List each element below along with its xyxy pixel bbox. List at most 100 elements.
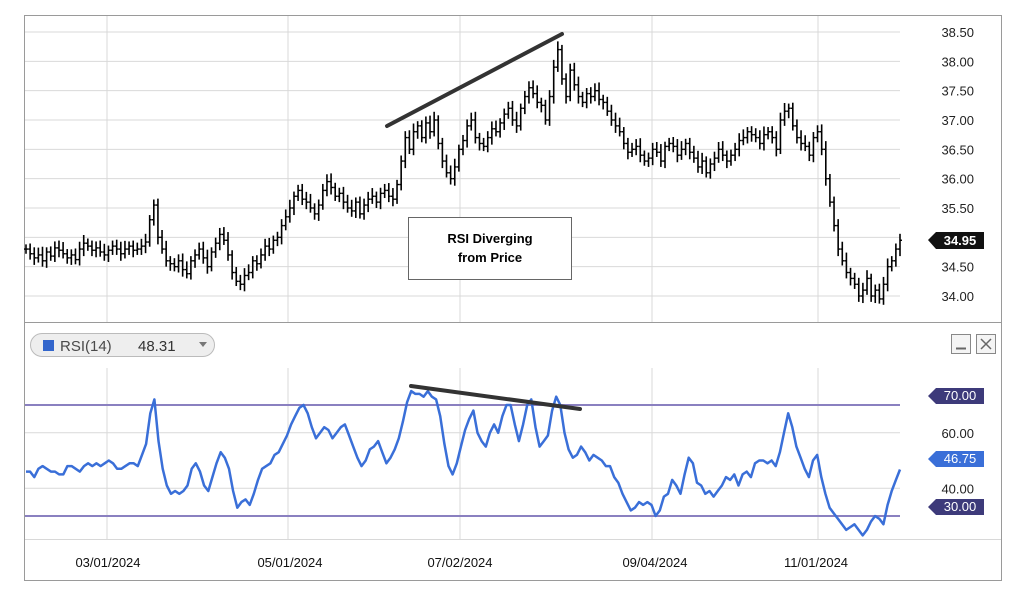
price-bar [300,183,305,206]
price-bar [588,87,593,104]
price-bar [56,240,61,258]
price-bar [790,102,795,131]
price-bar [877,283,882,304]
price-bar [122,240,127,259]
price-bar [898,233,902,257]
price-panel: 38.5038.0037.5037.0036.5036.0035.5035.00… [24,16,984,322]
price-bar [143,233,148,254]
price-bar [481,137,486,152]
price-bar [147,215,152,247]
price-bar [337,187,342,203]
price-y-tick-label: 36.50 [941,142,974,157]
price-bar [827,173,832,207]
price-bar [741,129,746,146]
price-bar [329,173,334,195]
price-bar [283,209,288,231]
price-bar [69,249,74,265]
price-bar [287,199,292,223]
price-bar [469,112,474,131]
price-bar [102,243,107,261]
rsi-legend-chip[interactable]: RSI(14) 48.31 [30,333,215,357]
x-tick-label: 11/01/2024 [784,555,848,570]
price-bar [349,199,354,217]
price-bar [188,256,193,280]
price-bar [885,258,890,292]
price-bar [28,243,33,260]
price-bar [551,59,556,104]
price-bar [584,88,589,109]
price-bar [605,96,610,116]
price-bar [275,231,280,247]
price-bar [576,76,581,104]
price-bar [803,135,808,152]
price-bar [679,141,684,160]
price-bar [94,241,99,258]
price-bar [807,141,812,162]
price-bar [213,237,218,258]
price-bar [234,266,239,287]
price-bar [353,197,358,218]
price-bar [415,121,420,139]
price-bar [267,237,272,257]
price-bar [592,83,597,102]
price-bar [77,241,82,266]
price-bar [617,117,622,137]
price-bar [246,264,251,281]
rsi-legend-value: 48.31 [138,338,176,355]
price-bar [390,188,395,207]
price-bar [753,128,758,143]
price-bar [539,97,544,113]
price-bar [456,144,461,172]
price-bar [881,276,886,305]
price-bar [568,63,573,102]
price-bar [473,111,478,144]
price-bar [155,198,160,245]
price-bar [671,137,676,153]
price-trendline [385,32,564,128]
price-bar [522,90,527,115]
price-bar [506,101,511,119]
price-bar [184,261,189,279]
price-bar [164,240,169,267]
price-bar [559,44,564,85]
minimize-button[interactable] [951,334,971,354]
price-y-tick-label: 37.00 [941,113,974,128]
price-bar [489,121,494,145]
price-bar [720,141,725,162]
price-bar [774,131,779,157]
price-bar [24,244,28,254]
price-bar [333,182,338,201]
price-bar [197,242,202,260]
price-bar [448,165,453,185]
price-bar [893,243,898,267]
close-button[interactable] [976,334,996,354]
price-bar [110,240,115,255]
price-bar [151,199,156,226]
price-bar [778,112,783,155]
price-bar [708,158,713,179]
price-bar [316,199,321,221]
price-bar [407,130,412,155]
price-bar [667,137,672,152]
price-bar [811,132,816,163]
price-bar [794,119,799,144]
price-bar [452,158,457,186]
price-bar [766,127,771,140]
price-bar [436,115,441,150]
price-bar [477,132,482,151]
price-bar [440,137,445,169]
price-bar [518,103,523,131]
price-bar [423,116,428,144]
rsi-y-axis: 60.00 40.00 [941,426,974,497]
price-bar [749,126,754,142]
price-bar [638,138,643,163]
chevron-down-icon[interactable] [199,342,207,347]
price-bar [106,245,111,262]
price-bar [89,240,94,257]
price-bar [770,126,775,144]
chart-frame [24,15,1002,581]
annotation-line-2: from Price [458,250,522,265]
price-bar [832,196,837,232]
price-bar [221,227,226,245]
price-bar [712,151,717,172]
